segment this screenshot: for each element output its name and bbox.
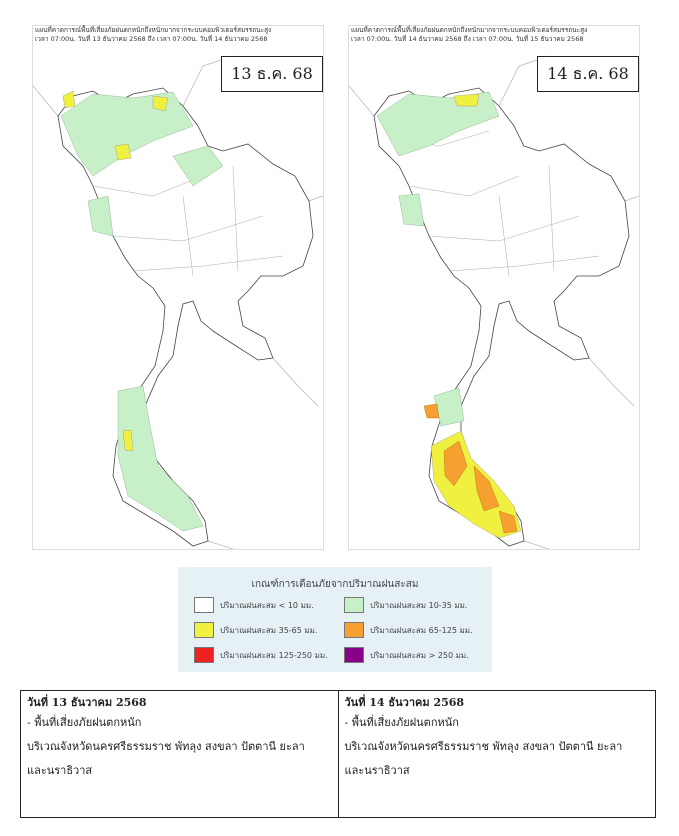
swatch bbox=[344, 622, 364, 638]
legend-item: ปริมาณฝนสะสม < 10 มม. bbox=[194, 597, 314, 613]
cell-line: และนราธิวาส bbox=[344, 764, 410, 777]
header-line: เวลา 07:00น. วันที่ 14 ธันวาคม 2568 ถึง … bbox=[351, 35, 584, 43]
swatch bbox=[194, 597, 214, 613]
table-cell: วันที่ 13 ธันวาคม 2568 - พื้นที่เสี่ยงภัย… bbox=[20, 690, 339, 818]
legend-label: ปริมาณฝนสะสม 35-65 มม. bbox=[220, 625, 318, 635]
map-date: 13 ธ.ค. 68 bbox=[221, 56, 323, 92]
province-lines bbox=[388, 130, 600, 277]
neighbors bbox=[349, 55, 639, 549]
map-panel: แผนที่คาดการณ์พื้นที่เสี่ยงภัยฝนตกหนักถึ… bbox=[348, 25, 640, 550]
map-header: แผนที่คาดการณ์พื้นที่เสี่ยงภัยฝนตกหนักถึ… bbox=[35, 26, 271, 44]
header-line: เวลา 07:00น. วันที่ 13 ธันวาคม 2568 ถึง … bbox=[35, 35, 268, 43]
header-line: แผนที่คาดการณ์พื้นที่เสี่ยงภัยฝนตกหนักถึ… bbox=[35, 26, 272, 34]
summary-table: วันที่ 13 ธันวาคม 2568 - พื้นที่เสี่ยงภัย… bbox=[20, 690, 656, 818]
cell-date: วันที่ 14 ธันวาคม 2568 bbox=[344, 696, 465, 709]
map bbox=[33, 55, 323, 549]
cell-line: บริเวณจังหวัดนครศรีธรรมราช พัทลุง สงขลา … bbox=[344, 740, 623, 753]
map-panel: แผนที่คาดการณ์พื้นที่เสี่ยงภัยฝนตกหนักถึ… bbox=[32, 25, 324, 550]
cell-line: - พื้นที่เสี่ยงภัยฝนตกหนัก bbox=[344, 716, 459, 729]
cell-date: วันที่ 13 ธันวาคม 2568 bbox=[27, 696, 147, 709]
neighbors bbox=[33, 55, 323, 549]
table-row: วันที่ 13 ธันวาคม 2568 - พื้นที่เสี่ยงภัย… bbox=[20, 690, 656, 818]
rain-35-65 bbox=[62, 90, 169, 452]
swatch bbox=[194, 647, 214, 663]
legend-label: ปริมาณฝนสะสม < 10 มม. bbox=[220, 600, 314, 610]
cell-line: และนราธิวาส bbox=[27, 764, 93, 777]
legend-label: ปริมาณฝนสะสม 10-35 มม. bbox=[370, 600, 468, 610]
rain-10-35 bbox=[60, 91, 224, 532]
map-date: 14 ธ.ค. 68 bbox=[537, 56, 639, 92]
cell-line: - พื้นที่เสี่ยงภัยฝนตกหนัก bbox=[27, 716, 142, 729]
table-cell: วันที่ 14 ธันวาคม 2568 - พื้นที่เสี่ยงภัย… bbox=[337, 690, 656, 818]
legend-label: ปริมาณฝนสะสม 65-125 มม. bbox=[370, 625, 473, 635]
rain-65-125 bbox=[423, 403, 518, 534]
header-line: แผนที่คาดการณ์พื้นที่เสี่ยงภัยฝนตกหนักถึ… bbox=[351, 26, 588, 34]
legend-item: ปริมาณฝนสะสม 65-125 มม. bbox=[344, 622, 473, 638]
legend-label: ปริมาณฝนสะสม 125-250 มม. bbox=[220, 650, 328, 660]
legend-label: ปริมาณฝนสะสม > 250 มม. bbox=[370, 650, 469, 660]
legend-item: ปริมาณฝนสะสม 35-65 มม. bbox=[194, 622, 317, 638]
legend-item: ปริมาณฝนสะสม > 250 มม. bbox=[344, 647, 469, 663]
legend-item: ปริมาณฝนสะสม 10-35 มม. bbox=[344, 597, 467, 613]
map bbox=[349, 55, 639, 549]
swatch bbox=[194, 622, 214, 638]
legend: เกณฑ์การเตือนภัยจากปริมาณฝนสะสม ปริมาณฝน… bbox=[178, 567, 492, 672]
country bbox=[373, 87, 630, 547]
map-header: แผนที่คาดการณ์พื้นที่เสี่ยงภัยฝนตกหนักถึ… bbox=[351, 26, 587, 44]
cell-line: บริเวณจังหวัดนครศรีธรรมราช พัทลุง สงขลา … bbox=[27, 740, 305, 753]
swatch bbox=[344, 597, 364, 613]
legend-title: เกณฑ์การเตือนภัยจากปริมาณฝนสะสม bbox=[251, 579, 419, 590]
swatch bbox=[344, 647, 364, 663]
rain-10-35 bbox=[376, 91, 500, 427]
legend-item: ปริมาณฝนสะสม 125-250 มม. bbox=[194, 647, 328, 663]
